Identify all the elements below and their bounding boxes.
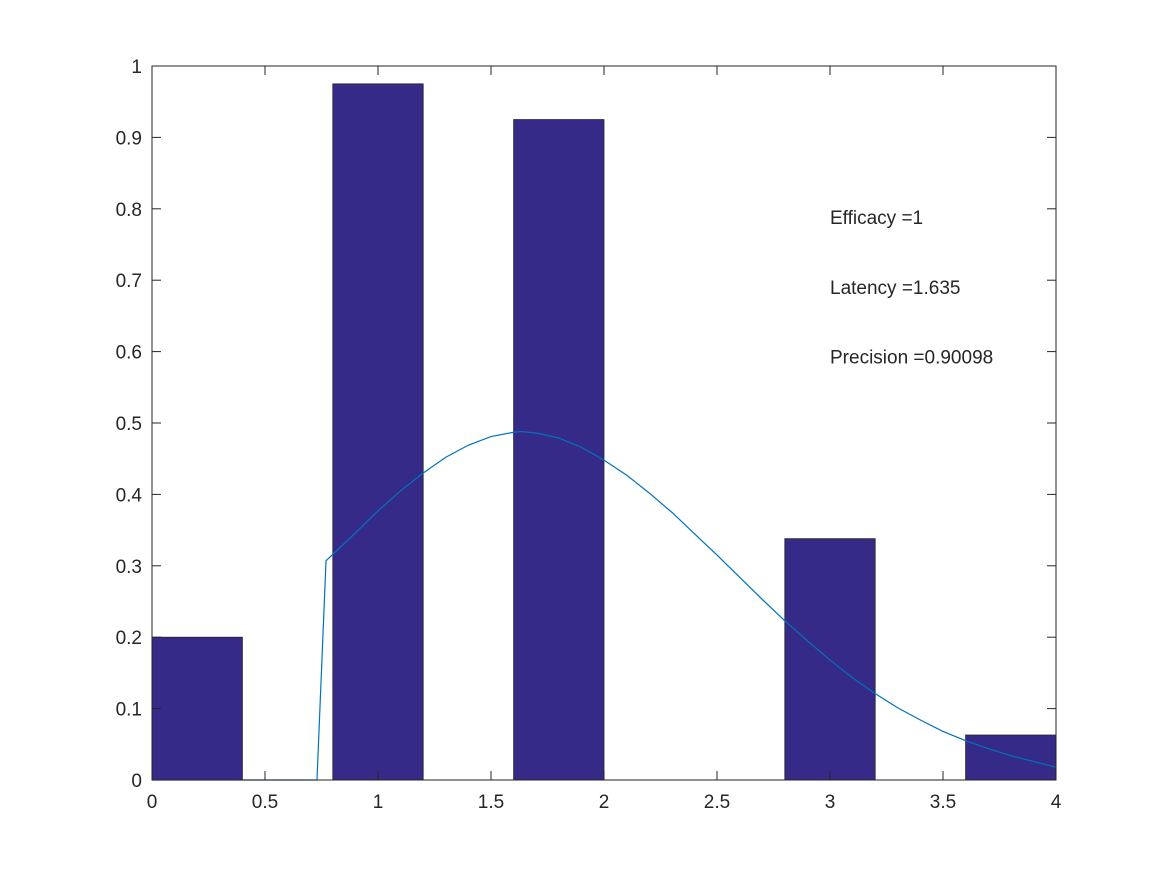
y-tick-label: 0.7: [116, 271, 142, 292]
histogram-bar-3: [513, 119, 605, 781]
ticks-layer: 0 0.5 1 1.5 2 2.5 3 3.5 4 0 0.1 0.2 0.3 0.4 0.5 0.6 0.7 0…: [116, 57, 1062, 813]
y-tick-label: 0.5: [116, 414, 142, 435]
x-tick-label: 4: [1051, 792, 1062, 813]
histogram-bar-1: [151, 636, 243, 781]
annotation-text-2: Latency =1.635: [830, 278, 960, 299]
histogram-bar-2: [332, 83, 424, 781]
bars-layer: [151, 83, 1057, 781]
fit-curve: [152, 430, 1057, 781]
y-tick-label: 0: [131, 771, 142, 792]
annotation-layer: Efficacy =1 Latency =1.635 Precision =0.90…: [830, 208, 993, 369]
x-tick-label: 3: [825, 792, 836, 813]
x-tick-label: 1: [373, 792, 384, 813]
y-tick-label: 0.4: [116, 485, 143, 506]
curve-layer: [152, 430, 1057, 781]
x-tick-label: 1.5: [478, 792, 504, 813]
y-tick-label: 0.2: [116, 628, 142, 649]
y-tick-label: 0.3: [116, 557, 142, 578]
y-tick-label: 0.6: [116, 343, 142, 364]
x-tick-label: 0.5: [252, 792, 278, 813]
y-tick-label: 0.9: [116, 128, 142, 149]
x-tick-label: 3.5: [930, 792, 956, 813]
annotation-text-1: Efficacy =1: [830, 208, 923, 229]
annotation-text-3: Precision =0.90098: [830, 348, 993, 369]
y-tick-label: 0.1: [116, 700, 142, 721]
y-tick-label: 1: [131, 57, 142, 78]
x-tick-label: 0: [147, 792, 158, 813]
histogram-bar-5: [965, 734, 1057, 781]
y-tick-label: 0.8: [116, 200, 142, 221]
x-tick-label: 2: [599, 792, 610, 813]
x-tick-label: 2.5: [704, 792, 730, 813]
